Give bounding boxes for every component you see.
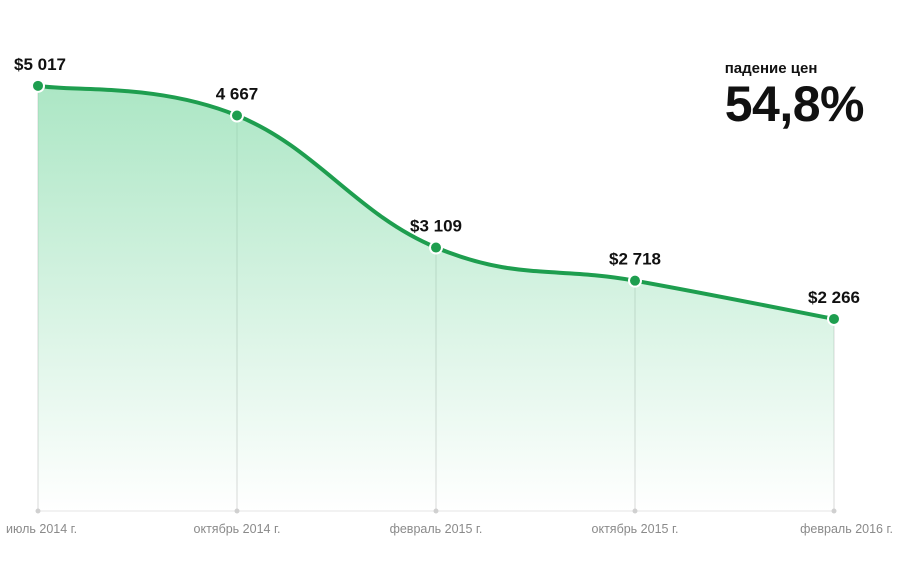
tick-labels: июль 2014 г. октябрь 2014 г. февраль 2015 … — [6, 522, 893, 536]
data-label: $3 109 — [410, 217, 462, 236]
x-tick-label: октябрь 2014 г. — [194, 522, 281, 536]
axis-tick-dot — [433, 508, 439, 514]
price-drop-stat: падение цен 54,8% — [724, 60, 865, 132]
data-label: $2 718 — [609, 250, 661, 269]
data-point — [827, 311, 841, 326]
axis-tick-dot — [831, 508, 837, 514]
x-tick-label: февраль 2015 г. — [390, 522, 483, 536]
data-point — [31, 78, 45, 93]
axis-ticks — [35, 508, 837, 514]
data-point — [628, 273, 642, 288]
data-label: 4 667 — [216, 85, 259, 104]
x-tick-label: октябрь 2015 г. — [592, 522, 679, 536]
price-drop-caption: падение цен — [724, 60, 818, 77]
data-label: $5 017 — [14, 55, 66, 74]
data-point — [230, 108, 244, 123]
area-fill — [38, 85, 834, 512]
axis-tick-dot — [35, 508, 41, 514]
data-label: $2 266 — [808, 288, 860, 307]
price-drop-value: 54,8% — [724, 76, 865, 132]
axis-tick-dot — [234, 508, 240, 514]
x-tick-label: февраль 2016 г. — [800, 522, 893, 536]
axis-tick-dot — [632, 508, 638, 514]
data-point — [429, 240, 443, 255]
value-labels: $5 017 4 667 $3 109 $2 718 $2 266 — [14, 55, 860, 307]
data-points — [31, 78, 841, 326]
x-tick-label: июль 2014 г. — [6, 522, 77, 536]
